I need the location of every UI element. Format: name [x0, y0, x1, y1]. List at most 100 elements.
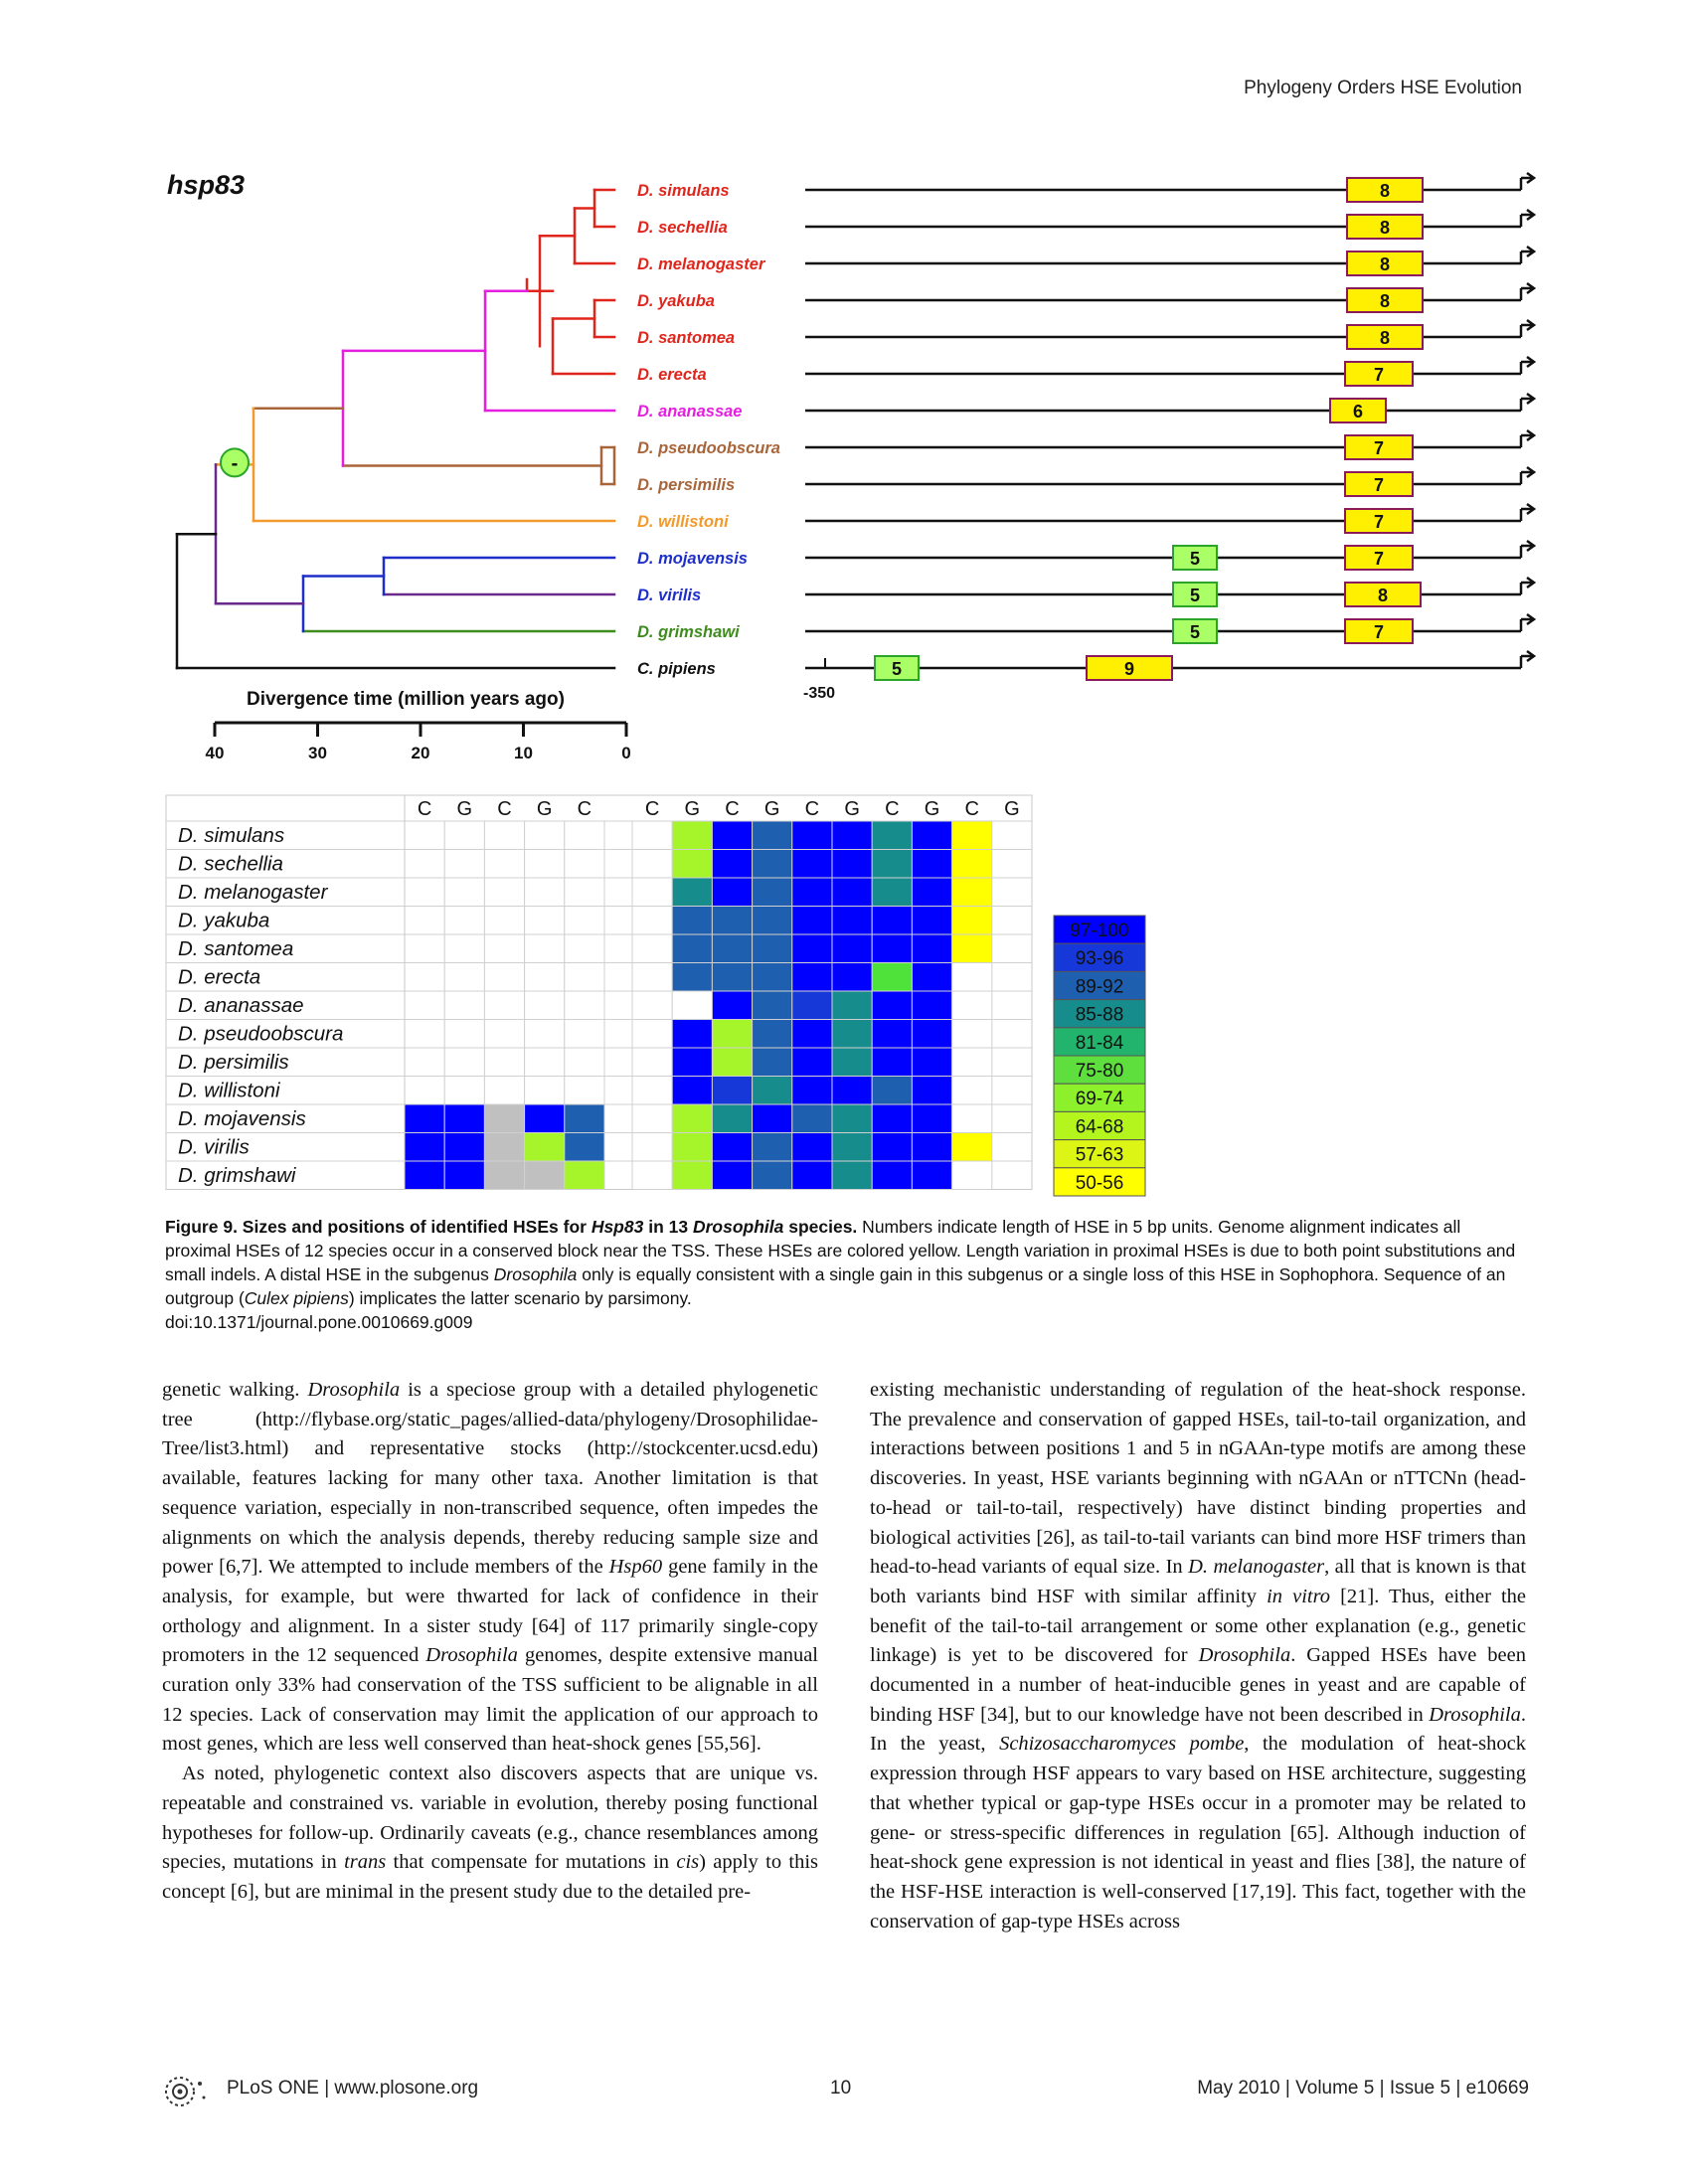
alignment-cell — [752, 1047, 793, 1077]
alignment-cell — [483, 1103, 526, 1133]
hse-box — [1346, 324, 1424, 350]
alignment-cell — [524, 1160, 566, 1190]
alignment-cell — [951, 933, 993, 963]
species-label: D. melanogaster — [637, 255, 766, 273]
alignment-cell — [524, 849, 566, 879]
alignment-cell — [564, 1160, 605, 1190]
alignment-cell — [443, 877, 485, 907]
alignment-cell — [711, 933, 754, 963]
legend-swatch — [1053, 915, 1146, 944]
alignment-cell — [631, 906, 673, 935]
caption-text-2: only is equally consistent with a single… — [165, 1264, 1506, 1308]
alignment-cell — [951, 820, 993, 850]
legend-label: 97-100 — [1070, 921, 1128, 941]
alignment-cell — [791, 1047, 833, 1077]
position-label: -350 — [803, 685, 835, 702]
alignment-cell — [483, 820, 526, 850]
alignment-cell — [711, 1103, 754, 1133]
alignment-cell — [524, 1103, 566, 1133]
caption-gene: Hsp83 — [591, 1217, 644, 1237]
column-header: C — [497, 798, 511, 820]
caption-outgroup: Culex pipiens — [244, 1288, 349, 1308]
alignment-cell — [404, 1132, 445, 1162]
alignment-cell — [671, 933, 713, 963]
alignment-cell — [831, 990, 873, 1020]
hse-length-label: 5 — [892, 659, 902, 679]
tss-arrow-icon — [1521, 318, 1537, 332]
alignment-cell — [671, 849, 713, 879]
caption-genus: Drosophila — [692, 1217, 784, 1237]
text-run: genomes, despite extensive manual curati… — [162, 1644, 818, 1756]
alignment-cell — [911, 1103, 953, 1133]
alignment-cell — [443, 1076, 485, 1105]
hse-length-label: 5 — [1190, 622, 1200, 642]
alignment-cell — [564, 820, 605, 850]
hse-length-label: 8 — [1378, 586, 1388, 605]
alignment-cell — [404, 1160, 445, 1190]
hse-length-label: 8 — [1380, 328, 1390, 348]
column-header: G — [764, 798, 780, 820]
hse-box — [1172, 582, 1218, 607]
species-label: D. sechellia — [637, 219, 728, 237]
alignment-cell — [524, 820, 566, 850]
figure-caption: Figure 9. Sizes and positions of identif… — [165, 1215, 1527, 1334]
alignment-cell — [443, 1160, 485, 1190]
hse-box — [1346, 251, 1424, 276]
hse-box — [1344, 361, 1414, 387]
alignment-cell — [951, 1076, 993, 1105]
alignment-species-label: D. yakuba — [178, 910, 269, 932]
alignment-cell — [752, 1076, 793, 1105]
text-run: [21]. Thus, either the benefit of the ta… — [870, 1585, 1526, 1667]
column-header: C — [578, 798, 592, 820]
hse-length-label: 6 — [1353, 402, 1363, 421]
paragraph: existing mechanistic understanding of re… — [870, 1376, 1526, 1936]
alignment-cell — [671, 820, 713, 850]
alignment-cell — [524, 906, 566, 935]
alignment-cell — [711, 990, 754, 1020]
alignment-cell — [443, 906, 485, 935]
species-label: D. willistoni — [637, 513, 729, 531]
alignment-cell — [671, 877, 713, 907]
alignment-cell — [911, 1132, 953, 1162]
alignment-cell — [404, 1047, 445, 1077]
alignment-cell — [791, 962, 833, 992]
alignment-cell — [791, 1132, 833, 1162]
hse-box — [1344, 545, 1414, 571]
alignment-cell — [524, 962, 566, 992]
alignment-cell — [871, 877, 913, 907]
alignment-cell — [443, 849, 485, 879]
alignment-species-label: D. melanogaster — [178, 881, 329, 904]
hse-box — [1344, 508, 1414, 534]
hse-box — [1086, 655, 1173, 681]
alignment-cell — [404, 962, 445, 992]
species-label: C. pipiens — [637, 660, 716, 678]
alignment-cell — [752, 990, 793, 1020]
alignment-cell — [404, 1103, 445, 1133]
hse-length-label: 8 — [1380, 291, 1390, 311]
legend-swatch — [1053, 1167, 1146, 1197]
identity-legend: 97-100 93-96 89-92 85-88 81-84 75-80 69-74 64-6… — [1053, 915, 1146, 1197]
alignment-cell — [524, 990, 566, 1020]
page-number: 10 — [830, 2078, 852, 2099]
alignment-cell — [711, 1019, 754, 1049]
text-run: , the modulation of heat-shock expressio… — [870, 1733, 1526, 1932]
alignment-cell — [443, 962, 485, 992]
alignment-cell — [671, 962, 713, 992]
hse-box — [874, 655, 920, 681]
alignment-cell — [443, 990, 485, 1020]
alignment-cell — [524, 1132, 566, 1162]
alignment-cell — [831, 933, 873, 963]
alignment-cell — [871, 990, 913, 1020]
hse-length-label: 5 — [1190, 586, 1200, 605]
species-label: D. pseudoobscura — [637, 439, 780, 457]
alignment-cell — [524, 1019, 566, 1049]
alignment-cell — [404, 933, 445, 963]
alignment-cell — [711, 1160, 754, 1190]
species-label: D. grimshawi — [637, 623, 740, 641]
hse-length-label: 7 — [1374, 475, 1384, 495]
alignment-cell — [791, 1160, 833, 1190]
alignment-cell — [752, 820, 793, 850]
hse-box — [1346, 287, 1424, 313]
text-run: is a speciose group with a detailed phyl… — [162, 1379, 819, 1579]
text-run: , all that is known is that both variant… — [870, 1556, 1527, 1607]
